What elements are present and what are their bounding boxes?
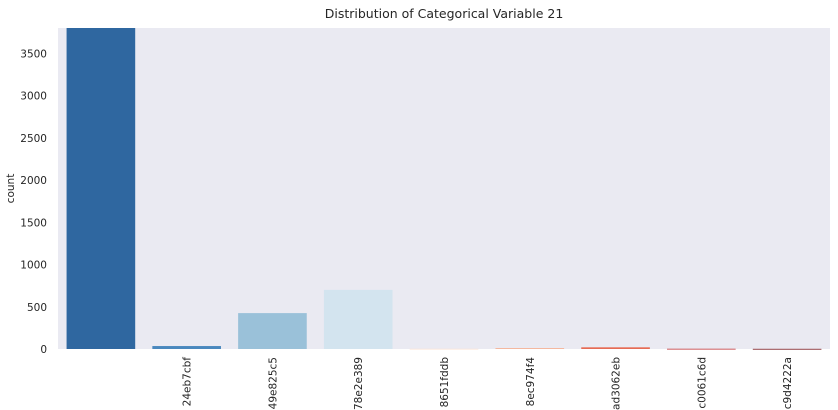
x-tick-label: 24eb7cbf xyxy=(182,357,194,407)
y-tick-label: 3500 xyxy=(20,48,47,60)
x-tick-label: 78e2e389 xyxy=(353,357,365,410)
bar xyxy=(238,313,307,349)
x-tick-label: ad3062eb xyxy=(611,357,623,410)
x-tick-label: c9d4222a xyxy=(782,357,794,409)
bar xyxy=(752,348,822,350)
y-tick-label: 2000 xyxy=(20,175,47,187)
bar xyxy=(66,28,136,349)
y-axis-ticks: 0 500 1000 1500 2000 2500 3000 3500 xyxy=(20,48,47,356)
x-tick-label: 8ec974f4 xyxy=(525,357,537,407)
bars-group xyxy=(66,28,822,350)
bar xyxy=(667,348,736,350)
bar xyxy=(495,348,565,349)
x-tick-label: 49e825c5 xyxy=(267,357,279,409)
y-tick-label: 2500 xyxy=(20,133,47,145)
bar xyxy=(323,289,393,349)
bar xyxy=(581,347,650,349)
y-tick-label: 1000 xyxy=(20,260,47,272)
y-tick-label: 500 xyxy=(27,302,47,314)
bar xyxy=(409,348,479,350)
x-tick-label: c0061c6d xyxy=(696,357,708,409)
plot-area xyxy=(58,28,830,349)
x-axis-ticks: 24eb7cbf 49e825c5 78e2e389 8651fddb 8ec974f4… xyxy=(182,357,794,410)
y-tick-label: 1500 xyxy=(20,217,47,229)
y-tick-label: 0 xyxy=(40,344,47,356)
x-tick-label: 8651fddb xyxy=(439,357,451,408)
bar xyxy=(152,346,221,349)
chart-title: Distribution of Categorical Variable 21 xyxy=(325,6,564,21)
y-axis-label: count xyxy=(5,174,17,204)
y-tick-label: 3000 xyxy=(20,91,47,103)
